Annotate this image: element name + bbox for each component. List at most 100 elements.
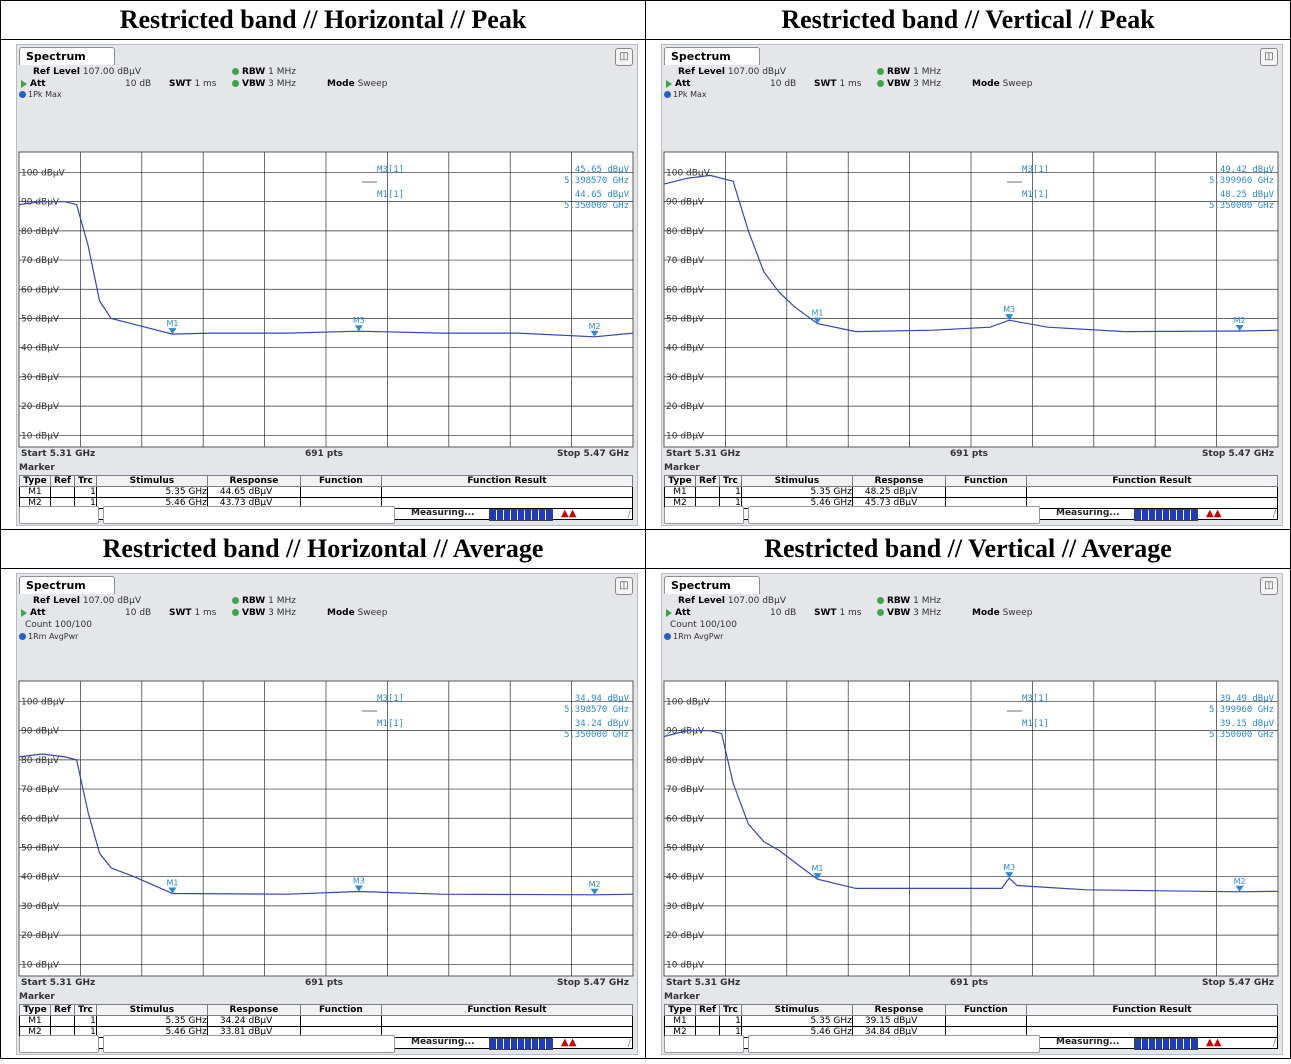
marker-row[interactable]: M1 1 5.35 GHz 44.65 dBµV [19, 486, 634, 498]
swt-row: SWT 1 ms [814, 608, 861, 618]
status-box-left [664, 506, 744, 524]
settings-icon[interactable]: ◫ [1260, 48, 1278, 66]
marker-readout-m1-label: M1[1] [1022, 719, 1049, 729]
settings-icon[interactable]: ◫ [615, 48, 633, 66]
marker-response: 44.65 dBµV [206, 486, 301, 498]
marker-response: 39.15 dBµV [851, 1015, 946, 1027]
swt-label: SWT [814, 608, 837, 618]
panel-cell-1: Spectrum ◫ Ref Level 107.00 dBµV RBW 1 M… [645, 39, 1291, 530]
ref-level-value: 107.00 dBµV [82, 67, 141, 77]
marker-m3-triangle [1005, 872, 1014, 879]
y-tick-label: 70 dBµV [666, 256, 705, 266]
panel-cell-0: Spectrum ◫ Ref Level 107.00 dBµV RBW 1 M… [0, 39, 646, 530]
marker-function-result [1025, 1015, 1279, 1027]
marker-row[interactable]: M1 1 5.35 GHz 39.15 dBµV [664, 1015, 1279, 1027]
marker-readout-m1-label: M1[1] [1022, 190, 1049, 200]
vbw-value: 3 MHz [913, 79, 941, 89]
trace-line [663, 730, 1279, 893]
marker-m1-label: M1 [812, 309, 824, 318]
att-label: Att [30, 608, 46, 618]
y-tick-label: 60 dBµV [21, 285, 60, 295]
count-text: Count 100/100 [25, 620, 92, 630]
ref-level-row: Ref Level 107.00 dBµV [678, 596, 786, 606]
y-tick-label: 20 dBµV [21, 402, 60, 412]
marker-row[interactable]: M1 1 5.35 GHz 34.24 dBµV [19, 1015, 634, 1027]
settings-icon[interactable]: ◫ [1260, 577, 1278, 595]
trace-line [18, 201, 634, 338]
start-freq: Start 5.31 GHz [21, 978, 96, 988]
remote-icon: ▲▲ [1206, 1037, 1222, 1048]
marker-readout-m1-freq: 5.350000 GHz [1209, 201, 1274, 211]
att-value: 10 dB [125, 79, 152, 89]
marker-readout-m1-freq: 5.350000 GHz [564, 201, 629, 211]
marker-m3-label: M3 [353, 876, 365, 885]
att-row: Att [666, 79, 691, 89]
y-tick-label: 10 dBµV [666, 431, 705, 441]
marker-function [944, 486, 1027, 498]
marker-row[interactable]: M1 1 5.35 GHz 48.25 dBµV [664, 486, 1279, 498]
trace-label: 1Rm AvgPwr [673, 632, 724, 641]
marker-readout-m1-label: M1[1] [377, 719, 404, 729]
rbw-row: RBW 1 MHz [877, 596, 941, 606]
marker-readout-m1-level: 39.15 dBµV [1220, 719, 1275, 729]
rbw-label: RBW [887, 596, 911, 606]
marker-col-header: Trc [718, 475, 742, 487]
marker-header-row: Type Ref Trc Stimulus Response Function Functi… [19, 475, 634, 487]
vbw-row: VBW 3 MHz [232, 608, 296, 618]
marker-type: M1 [19, 1015, 51, 1027]
mode-row: Mode Sweep [327, 79, 387, 89]
marker-col-header: Stimulus [740, 475, 853, 487]
y-tick-label: 10 dBµV [666, 960, 705, 970]
tab-spectrum[interactable]: Spectrum [664, 47, 760, 65]
resize-grip-icon[interactable]: ∕ [1272, 1038, 1276, 1049]
vbw-row: VBW 3 MHz [232, 79, 296, 89]
marker-col-header: Function [299, 475, 382, 487]
tab-spectrum[interactable]: Spectrum [19, 576, 115, 594]
settings-icon[interactable]: ◫ [615, 577, 633, 595]
tab-spectrum[interactable]: Spectrum [19, 47, 115, 65]
tab-spectrum[interactable]: Spectrum [664, 576, 760, 594]
trace-label-row: 1Pk Max [19, 90, 62, 99]
marker-readout-m1-label: M1[1] [377, 190, 404, 200]
y-tick-label: 40 dBµV [666, 344, 705, 354]
y-tick-label: 80 dBµV [666, 227, 705, 237]
marker-m2-label: M2 [1234, 316, 1246, 325]
att-arrow-icon [21, 79, 27, 88]
resize-grip-icon[interactable]: ∕ [627, 509, 631, 520]
remote-icon: ▲▲ [1206, 508, 1222, 519]
y-tick-label: 90 dBµV [21, 198, 60, 208]
mode-label: Mode [327, 79, 355, 89]
resize-grip-icon[interactable]: ∕ [627, 1038, 631, 1049]
marker-function [299, 1015, 382, 1027]
marker-col-header: Response [851, 475, 946, 487]
swt-value: 1 ms [839, 608, 862, 618]
att-row: Att [21, 79, 46, 89]
vbw-label: VBW [242, 608, 266, 618]
vbw-indicator-icon [877, 609, 884, 616]
marker-m2-label: M2 [1234, 877, 1246, 886]
y-tick-label: 40 dBµV [21, 344, 60, 354]
marker-col-header: Ref [695, 475, 720, 487]
y-tick-label: 90 dBµV [21, 727, 60, 737]
marker-col-header: Function [944, 475, 1027, 487]
y-tick-label: 30 dBµV [666, 373, 705, 383]
mode-label: Mode [327, 608, 355, 618]
vbw-indicator-icon [877, 80, 884, 87]
ref-level-value: 107.00 dBµV [82, 596, 141, 606]
marker-title: Marker [19, 463, 55, 473]
marker-m3-label: M3 [1003, 863, 1015, 872]
att-arrow-icon [21, 608, 27, 617]
measuring-text: Measuring... [1056, 508, 1120, 518]
trace-indicator-icon [19, 91, 26, 98]
trace-label: 1Pk Max [673, 90, 707, 99]
resize-grip-icon[interactable]: ∕ [1272, 509, 1276, 520]
ref-level-row: Ref Level 107.00 dBµV [33, 596, 141, 606]
progress-bar [1134, 509, 1198, 521]
marker-readout-m3-label: M3[1] [1022, 694, 1049, 704]
marker-m2-triangle [1235, 885, 1244, 892]
marker-col-header: Response [206, 1004, 301, 1016]
status-box-message [748, 1035, 1040, 1053]
marker-header-row: Type Ref Trc Stimulus Response Function Functi… [664, 1004, 1279, 1016]
mode-value: Sweep [1002, 79, 1033, 89]
y-tick-label: 10 dBµV [21, 431, 60, 441]
